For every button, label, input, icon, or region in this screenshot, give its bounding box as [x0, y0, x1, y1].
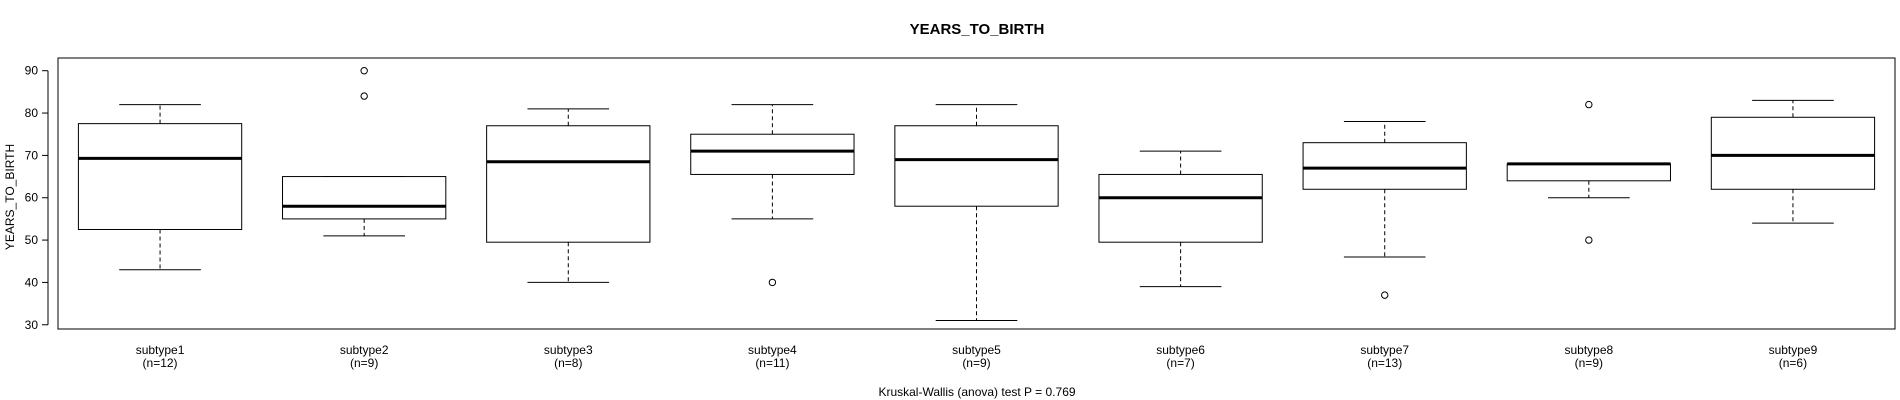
box-subtype7 — [1302, 121, 1467, 299]
iqr-box — [282, 176, 447, 220]
iqr-box — [486, 125, 651, 243]
y-axis: 30 40 50 60 70 80 90 — [25, 64, 49, 332]
category-count-label: (n=9) — [350, 356, 378, 370]
x-axis-labels: subtype1(n=12)subtype2(n=9)subtype3(n=8)… — [136, 343, 1818, 370]
chart-title: YEARS_TO_BIRTH — [910, 21, 1045, 38]
category-label: subtype5 — [952, 343, 1001, 357]
box-subtype8 — [1506, 100, 1671, 244]
outlier-point — [768, 278, 777, 287]
y-tick-label: 50 — [25, 233, 39, 247]
box-subtype6 — [1098, 150, 1263, 288]
category-count-label: (n=12) — [143, 356, 178, 370]
category-label: subtype4 — [748, 343, 797, 357]
category-label: subtype8 — [1564, 343, 1613, 357]
category-label: subtype7 — [1360, 343, 1409, 357]
box-subtype2 — [282, 67, 447, 237]
y-tick-label: 40 — [25, 275, 39, 289]
box-series — [77, 67, 1876, 322]
outlier-point — [1585, 100, 1593, 109]
iqr-box — [1710, 116, 1876, 190]
category-label: subtype1 — [136, 343, 185, 357]
category-count-label: (n=11) — [755, 356, 789, 370]
category-count-label: (n=7) — [1166, 356, 1194, 370]
iqr-box — [1098, 173, 1263, 243]
y-tick-label: 70 — [25, 148, 39, 162]
y-axis-label: YEARS_TO_BIRTH — [3, 144, 17, 250]
category-label: subtype9 — [1769, 343, 1818, 357]
iqr-box — [1506, 163, 1671, 182]
iqr-box — [77, 123, 243, 230]
category-label: subtype2 — [340, 343, 389, 357]
outlier-point — [360, 92, 368, 100]
category-count-label: (n=9) — [1575, 356, 1603, 370]
category-count-label: (n=9) — [962, 356, 990, 370]
category-count-label: (n=13) — [1367, 356, 1402, 370]
box-subtype4 — [690, 104, 855, 287]
y-tick-label: 30 — [25, 318, 39, 332]
iqr-box — [1302, 142, 1467, 190]
box-subtype1 — [77, 104, 243, 271]
y-tick-label: 80 — [25, 106, 39, 120]
category-count-label: (n=6) — [1779, 356, 1807, 370]
test-statistic-note: Kruskal-Wallis (anova) test P = 0.769 — [878, 385, 1075, 399]
category-label: subtype6 — [1156, 343, 1205, 357]
box-subtype3 — [486, 108, 651, 283]
outlier-point — [1585, 236, 1593, 244]
category-count-label: (n=8) — [554, 356, 582, 370]
plot-area-frame — [57, 57, 1896, 330]
iqr-box — [690, 133, 855, 175]
outlier-point — [360, 67, 368, 75]
y-tick-label: 60 — [25, 191, 39, 205]
outlier-point — [1381, 291, 1389, 299]
iqr-box — [894, 125, 1059, 207]
category-label: subtype3 — [544, 343, 593, 357]
box-subtype5 — [894, 104, 1059, 322]
y-tick-label: 90 — [25, 64, 39, 78]
box-subtype9 — [1710, 99, 1876, 224]
